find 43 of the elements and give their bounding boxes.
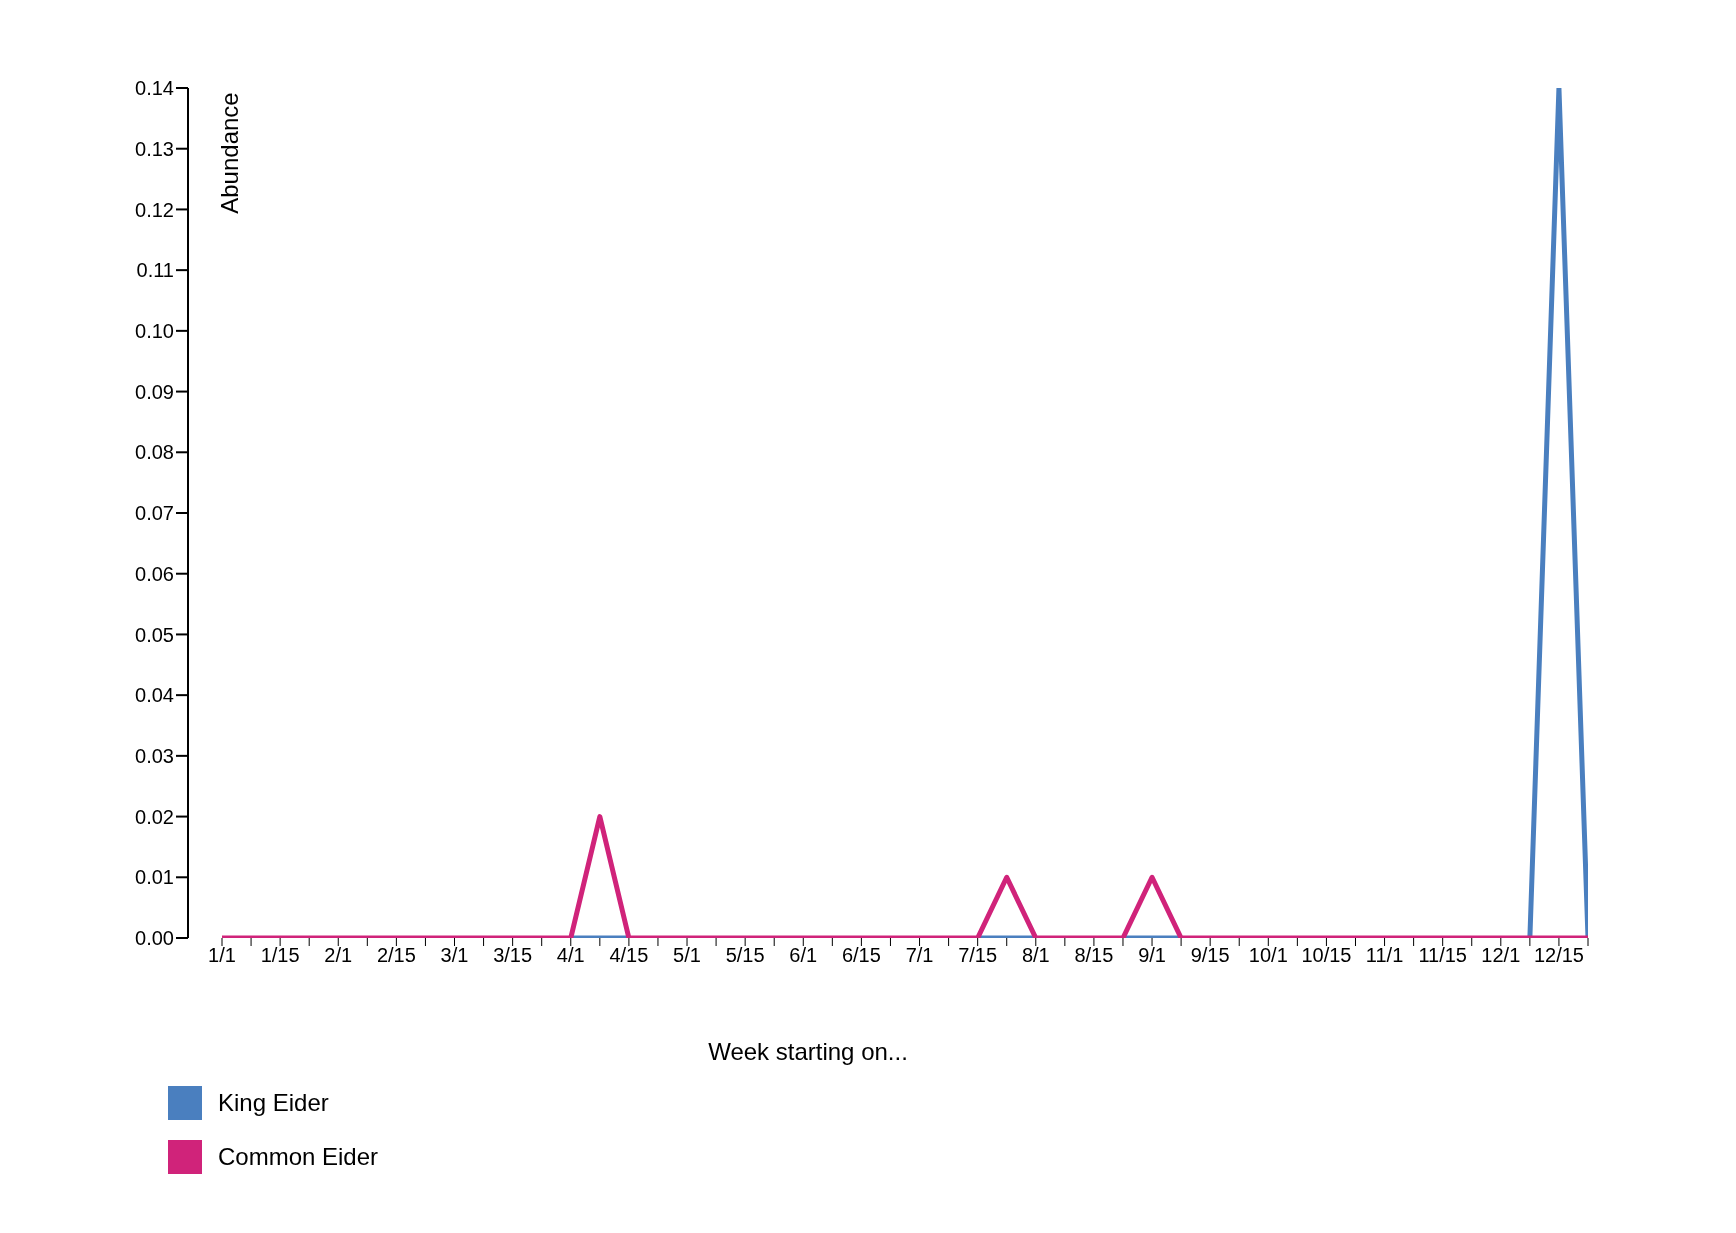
x-tick-label: 3/1 <box>440 944 469 967</box>
legend-label: Common Eider <box>218 1143 379 1171</box>
x-tick-label: 7/15 <box>958 944 998 967</box>
x-tick-label: 4/1 <box>556 944 585 967</box>
x-tick-label: 1/15 <box>260 944 300 967</box>
x-tick-label: 9/15 <box>1190 944 1230 967</box>
y-tick-label: 0.00 <box>135 927 174 950</box>
x-tick-label: 5/15 <box>725 944 765 967</box>
y-axis-title: Abundance <box>216 92 244 214</box>
x-tick-label: 5/1 <box>673 944 701 967</box>
legend-label: King Eider <box>218 1089 329 1117</box>
y-tick-label: 0.07 <box>135 502 174 525</box>
y-tick-label: 0.13 <box>135 137 174 160</box>
x-tick-label: 6/1 <box>789 944 818 967</box>
x-tick-label: 2/15 <box>376 944 416 967</box>
x-tick-label: 7/1 <box>905 944 934 967</box>
x-tick-label: 12/15 <box>1533 944 1584 967</box>
x-tick-label: 10/1 <box>1248 944 1288 967</box>
x-tick-label: 8/15 <box>1074 944 1114 967</box>
x-tick-label: 11/15 <box>1418 944 1467 967</box>
x-tick-label: 8/1 <box>1021 944 1050 967</box>
y-tick-label: 0.09 <box>135 380 174 403</box>
x-tick-label: 1/1 <box>208 944 236 967</box>
x-tick-label: 10/15 <box>1301 944 1352 967</box>
x-tick-label: 11/1 <box>1365 944 1404 967</box>
y-tick-label: 0.04 <box>135 684 174 707</box>
y-tick-label: 0.06 <box>135 562 174 585</box>
x-tick-label: 12/1 <box>1481 944 1521 967</box>
x-axis-title: Week starting on... <box>707 1038 909 1066</box>
x-tick-label: 9/1 <box>1138 944 1166 967</box>
y-tick-label: 0.01 <box>135 866 174 889</box>
y-tick-label: 0.11 <box>136 259 174 282</box>
x-tick-label: 6/15 <box>841 944 881 967</box>
y-tick-label: 0.12 <box>135 198 174 221</box>
y-tick-label: 0.08 <box>135 441 174 464</box>
y-tick-label: 0.14 <box>135 77 174 100</box>
x-tick-label: 3/15 <box>493 944 533 967</box>
y-tick-label: 0.05 <box>135 623 174 646</box>
y-tick-label: 0.03 <box>135 744 174 767</box>
y-tick-label: 0.02 <box>135 805 174 828</box>
x-tick-label: 4/15 <box>609 944 649 967</box>
y-tick-label: 0.10 <box>135 319 174 342</box>
x-tick-label: 2/1 <box>324 944 353 967</box>
